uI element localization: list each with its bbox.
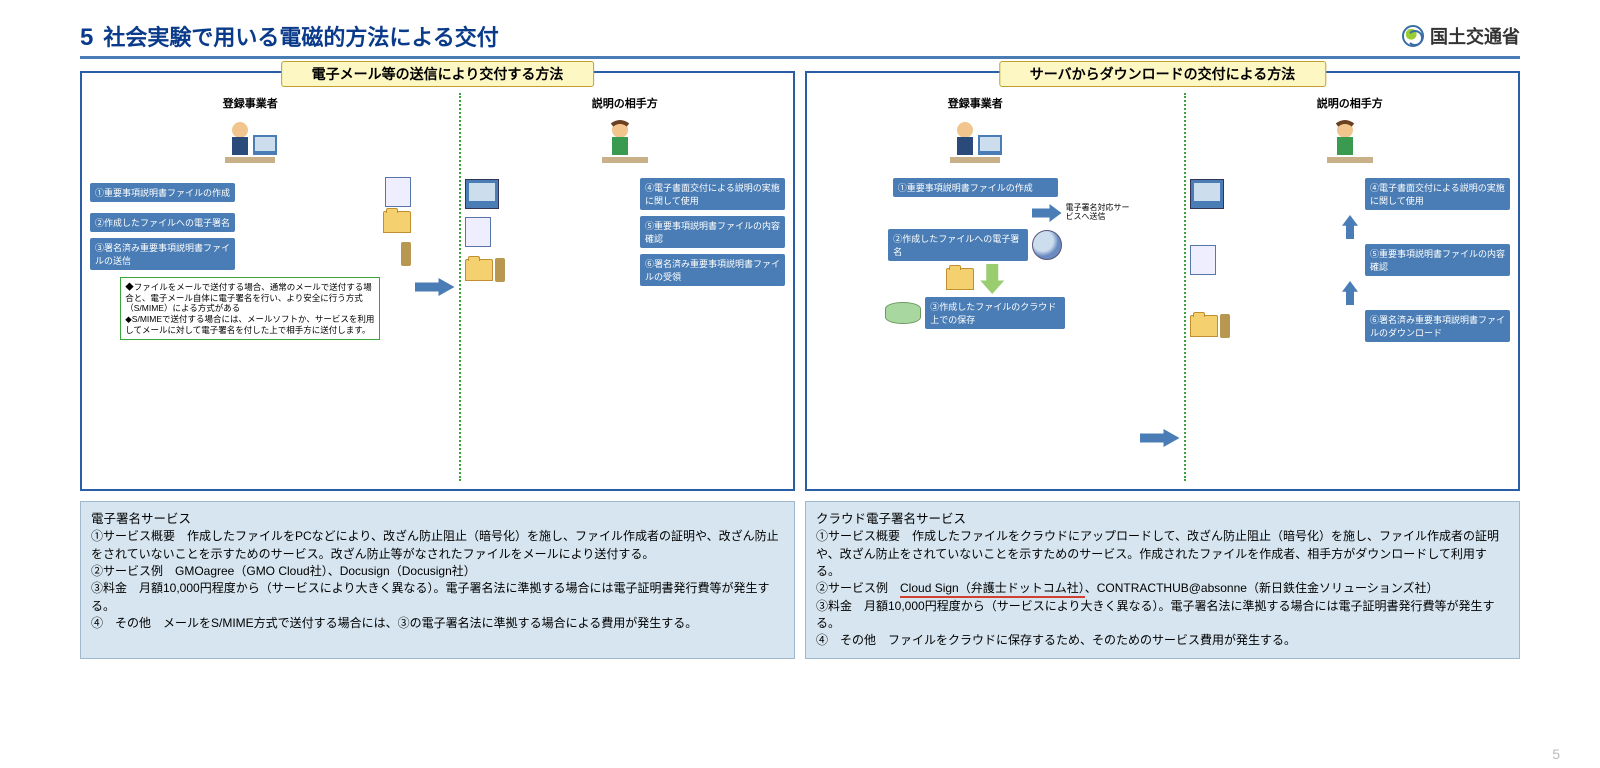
role-sender: 登録事業者 [948, 95, 1003, 111]
arrow-right-icon [1140, 429, 1180, 447]
page-number: 5 [1552, 746, 1560, 762]
desc-heading: 電子署名サービス [91, 510, 784, 528]
desc-line: ③料金 月額10,000円程度から（サービスにより大きく異なる）。電子署名法に準… [91, 580, 784, 615]
ministry-name: 国土交通省 [1430, 23, 1520, 49]
step-box: ②作成したファイルへの電子署名 [888, 229, 1028, 261]
header: 5 社会実験で用いる電磁的方法による交付 国土交通省 [80, 20, 1520, 59]
server-icon [885, 302, 921, 324]
step-box: ③作成したファイルのクラウド上での保存 [925, 297, 1065, 329]
desc-line: ①サービス概要 作成したファイルをPCなどにより、改ざん防止阻止（暗号化）を施し… [91, 528, 784, 563]
desc-line: ②サービス例 Cloud Sign（弁護士ドットコム社）、CONTRACTHUB… [816, 580, 1509, 597]
person-sender-icon [940, 115, 1010, 175]
divider [1184, 93, 1186, 481]
panel-email-method: 電子メール等の送信により交付する方法 登録事業者 ①重要事項説明書ファイルの作成… [80, 71, 795, 491]
desc-line: ①サービス概要 作成したファイルをクラウドにアップロードして、改ざん防止阻止（暗… [816, 528, 1509, 580]
section-number: 5 [80, 24, 93, 52]
panel-title: 電子メール等の送信により交付する方法 [281, 61, 595, 87]
sender-column: 登録事業者 ①重要事項説明書ファイルの作成 電子署名対応サービスへ送信 ②作成し… [815, 93, 1136, 481]
desc-line: ③料金 月額10,000円程度から（サービスにより大きく異なる）。電子署名法に準… [816, 598, 1509, 633]
folder-icon [383, 211, 411, 233]
globe-icon [1032, 230, 1062, 260]
monitor-icon [1190, 179, 1224, 209]
monitor-icon [465, 179, 499, 209]
page-title: 社会実験で用いる電磁的方法による交付 [103, 20, 498, 52]
person-sender-icon [215, 115, 285, 175]
step-box: ④電子書面交付による説明の実施に関して使用 [1365, 178, 1510, 210]
step-box: ⑥署名済み重要事項説明書ファイルの受領 [640, 254, 785, 286]
step-box: ①重要事項説明書ファイルの作成 [893, 178, 1058, 197]
desc-email-signature: 電子署名サービス ①サービス概要 作成したファイルをPCなどにより、改ざん防止阻… [80, 501, 795, 659]
logo-icon [1402, 25, 1424, 47]
person-recipient-icon [1315, 115, 1385, 175]
doc-icon [465, 217, 491, 247]
desc-cloud-signature: クラウド電子署名サービス ①サービス概要 作成したファイルをクラウドにアップロー… [805, 501, 1520, 659]
recipient-column: 説明の相手方 ④電子書面交付による説明の実施に関して使用 ⑤重要事項説明書ファイ… [1190, 93, 1511, 481]
key-icon [495, 258, 505, 282]
arrow-up-icon [1342, 215, 1358, 239]
step-box: ①重要事項説明書ファイルの作成 [90, 183, 235, 202]
arrow-up-icon [1342, 281, 1358, 305]
desc-heading: クラウド電子署名サービス [816, 510, 1509, 528]
arrow-right-icon [415, 278, 455, 296]
highlighted-service: Cloud Sign（弁護士ドットコム社） [900, 581, 1085, 598]
sender-column: 登録事業者 ①重要事項説明書ファイルの作成 ②作成したファイルへの電子署名 ③署… [90, 93, 411, 481]
divider [459, 93, 461, 481]
step-box: ⑤重要事項説明書ファイルの内容確認 [1365, 244, 1510, 276]
role-recipient: 説明の相手方 [592, 95, 658, 111]
service-tag: 電子署名対応サービスへ送信 [1066, 204, 1136, 222]
folder-icon [465, 259, 493, 281]
panel-server-method: サーバからダウンロードの交付による方法 登録事業者 ①重要事項説明書ファイルの作… [805, 71, 1520, 491]
desc-line: ②サービス例 GMOagree（GMO Cloud社）、Docusign（Doc… [91, 563, 784, 580]
role-recipient: 説明の相手方 [1317, 95, 1383, 111]
panel-title: サーバからダウンロードの交付による方法 [999, 61, 1326, 87]
folder-icon [1190, 315, 1218, 337]
desc-line: ④ その他 ファイルをクラウドに保存するため、そのためのサービス費用が発生する。 [816, 632, 1509, 649]
step-box: ③署名済み重要事項説明書ファイルの送信 [90, 238, 235, 270]
arrow-down-green-icon [980, 264, 1004, 294]
ministry-logo: 国土交通省 [1402, 23, 1520, 49]
desc-line: ④ その他 メールをS/MIME方式で送付する場合には、③の電子署名法に準拠する… [91, 615, 784, 632]
step-box: ⑤重要事項説明書ファイルの内容確認 [640, 216, 785, 248]
key-icon [401, 242, 411, 266]
note-box: ◆ファイルをメールで送付する場合、通常のメールで送付する場合と、電子メール自体に… [120, 277, 380, 340]
key-icon [1220, 314, 1230, 338]
recipient-column: 説明の相手方 ④電子書面交付による説明の実施に関して使用 ⑤重要事項説明書ファイ… [465, 93, 786, 481]
arrow-right-icon [1032, 204, 1062, 222]
role-sender: 登録事業者 [223, 95, 278, 111]
doc-icon [385, 177, 411, 207]
person-recipient-icon [590, 115, 660, 175]
step-box: ②作成したファイルへの電子署名 [90, 213, 235, 232]
step-box: ⑥署名済み重要事項説明書ファイルのダウンロード [1365, 310, 1510, 342]
folder-icon [946, 268, 974, 290]
step-box: ④電子書面交付による説明の実施に関して使用 [640, 178, 785, 210]
doc-icon [1190, 245, 1216, 275]
